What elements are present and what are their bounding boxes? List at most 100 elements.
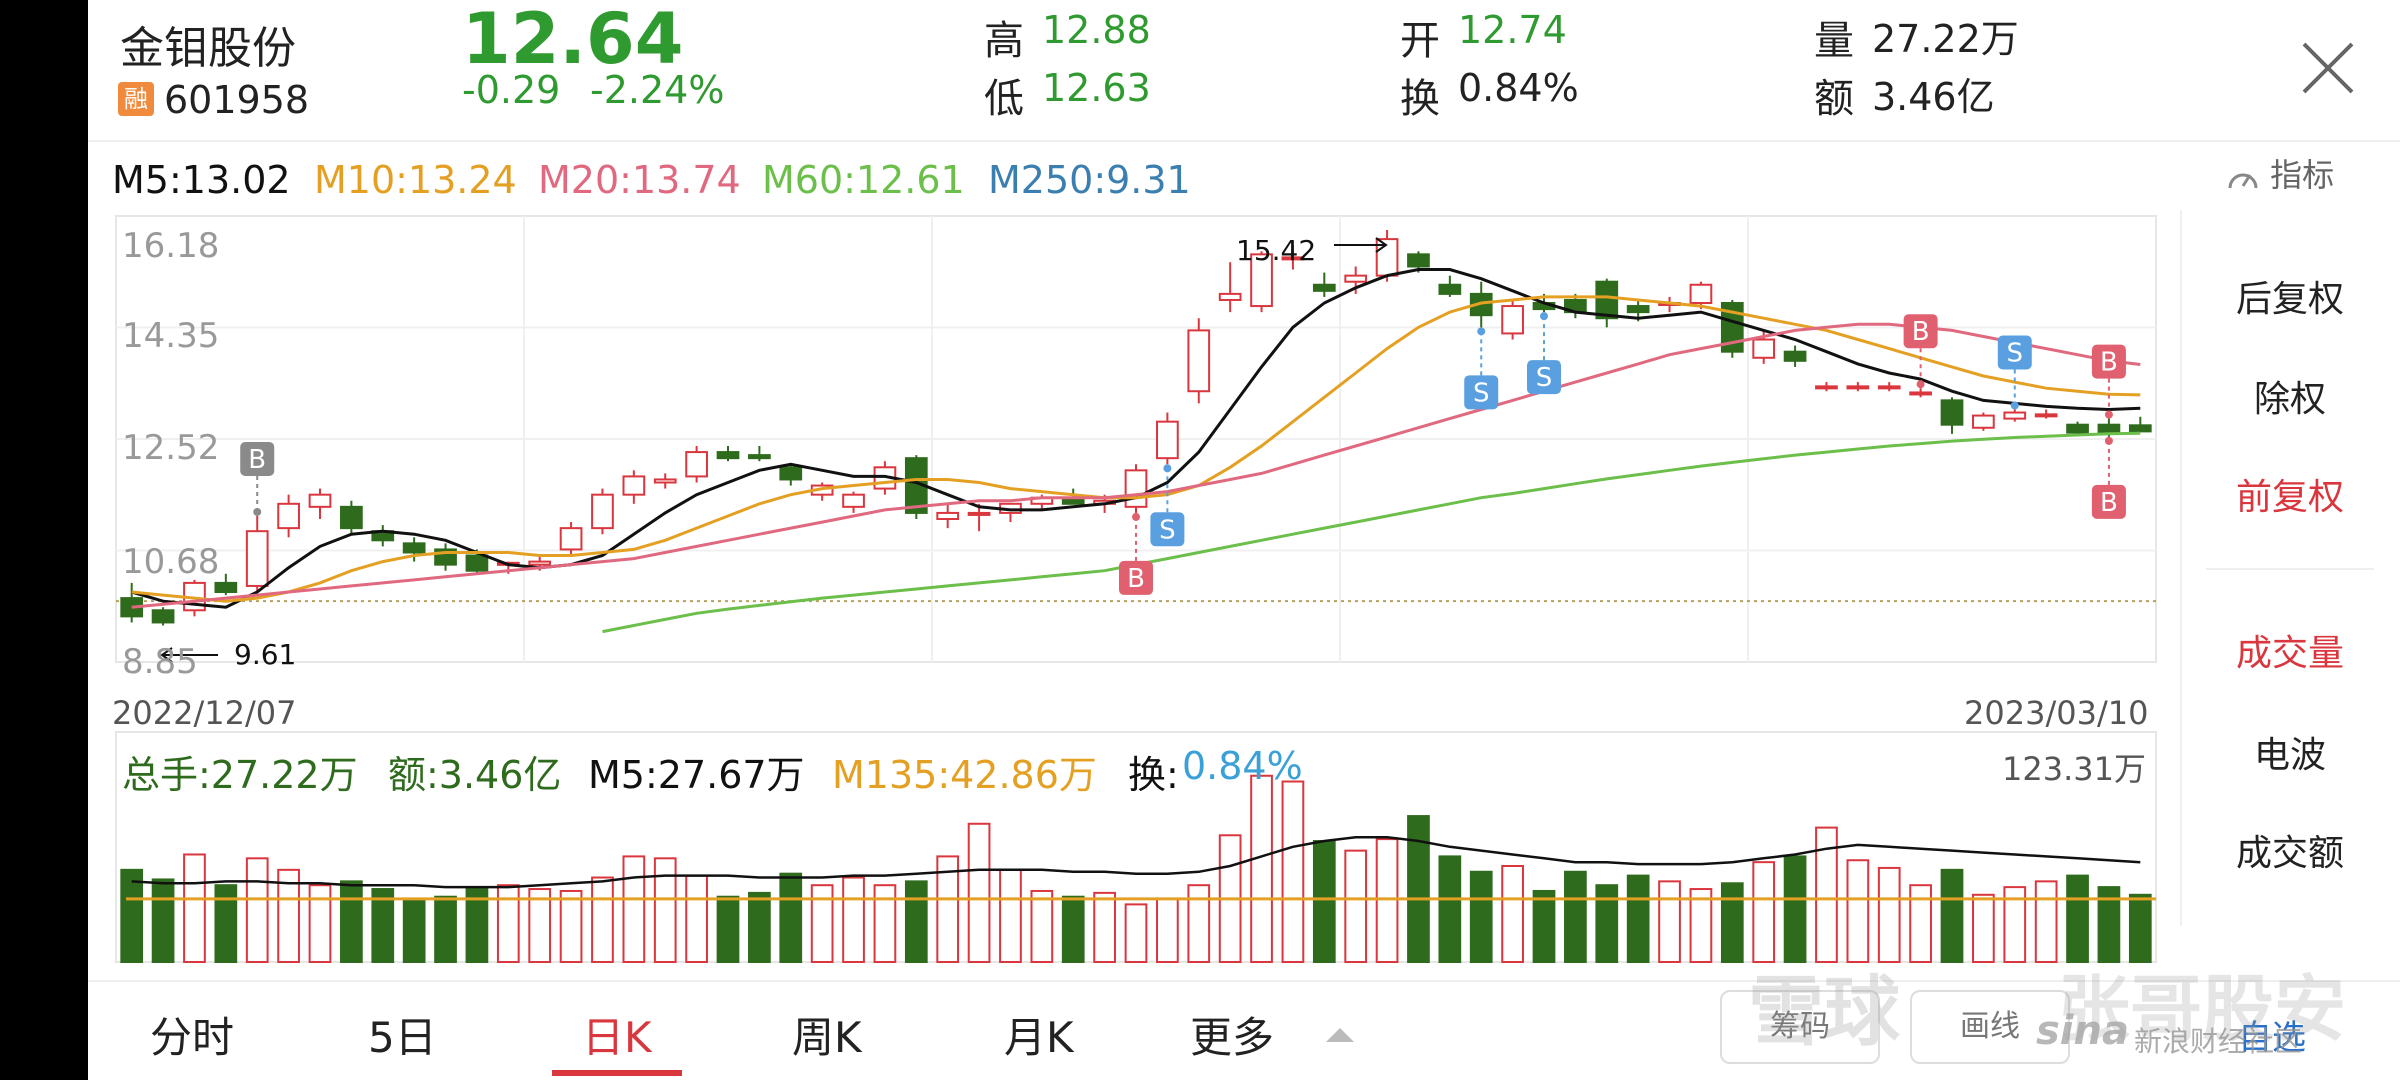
sell-marker-label: S xyxy=(1159,515,1176,545)
indicator-button[interactable]: 指标 xyxy=(2226,150,2334,196)
candle-body xyxy=(1156,420,1179,460)
volume-bar xyxy=(1658,880,1681,963)
volume-bar xyxy=(1344,849,1368,964)
candle-body xyxy=(653,478,677,484)
tab-more[interactable]: 更多 xyxy=(1190,1013,1275,1062)
draw-line-button[interactable]: 画线 xyxy=(1910,990,2070,1064)
volume-bar xyxy=(1156,897,1179,964)
ma-line-m10 xyxy=(131,295,2141,603)
margin-badge: 融 xyxy=(118,82,154,116)
volume-bar xyxy=(183,853,206,963)
menu-turnover-amount[interactable]: 成交额 xyxy=(2235,833,2344,874)
candle-body xyxy=(1124,469,1148,508)
volume-turnover-value: 0.84% xyxy=(1182,744,1303,788)
volume-bar xyxy=(1281,780,1305,964)
volume-bar xyxy=(1061,895,1085,963)
candle-body xyxy=(967,511,991,516)
volume-bar xyxy=(999,868,1022,964)
candle-body xyxy=(465,554,489,572)
menu-ex-rights[interactable]: 除权 xyxy=(2253,379,2326,420)
volume-bar xyxy=(1407,815,1430,964)
volume-bar xyxy=(1501,865,1524,963)
sell-marker xyxy=(1527,360,1561,395)
start-date: 2022/12/07 xyxy=(112,694,297,732)
menu-wave[interactable]: 电波 xyxy=(2253,735,2326,776)
volume-bar xyxy=(120,868,144,964)
volume-bar xyxy=(214,884,238,964)
volume-bar xyxy=(1846,859,1870,963)
volume-bar xyxy=(1250,774,1273,964)
candle-body xyxy=(2128,424,2152,433)
price-change-pct: -2.24% xyxy=(590,68,725,112)
end-date: 2023/03/10 xyxy=(1964,694,2149,732)
close-icon[interactable] xyxy=(2300,40,2356,96)
last-price: 12.64 xyxy=(462,0,684,80)
volume-bar xyxy=(2128,893,2152,963)
tab-weekly-k[interactable]: 周K xyxy=(792,1013,862,1062)
candle-body xyxy=(528,560,552,566)
volume-bar xyxy=(591,876,614,964)
volume-bar xyxy=(779,872,803,963)
volume-bar xyxy=(151,878,175,963)
candle-body xyxy=(214,581,238,594)
volume-bar xyxy=(1312,840,1336,963)
sell-marker-label: S xyxy=(1473,378,1490,408)
menu-before-adjust[interactable]: 前复权 xyxy=(2235,477,2344,518)
buy-marker-label: B xyxy=(248,445,266,475)
menu-after-adjust[interactable]: 后复权 xyxy=(2235,279,2344,320)
volume-bar xyxy=(528,888,552,963)
tab-intraday[interactable]: 分时 xyxy=(150,1013,235,1062)
amount-value: 3.46亿 xyxy=(1872,75,1995,119)
high-label: 高 xyxy=(984,18,1024,64)
candle-body xyxy=(1846,385,1870,390)
turnover-value: 0.84% xyxy=(1458,66,1579,110)
candle-body xyxy=(2003,411,2027,420)
candle-body xyxy=(842,493,865,508)
candle-body xyxy=(1972,414,1995,429)
menu-divider xyxy=(2206,568,2374,570)
volume-bar xyxy=(1783,855,1807,964)
volume-value: 27.22万 xyxy=(1872,17,2019,61)
volume-bar xyxy=(371,888,395,963)
candle-body xyxy=(1407,253,1430,268)
menu-volume[interactable]: 成交量 xyxy=(2235,633,2344,674)
volume-bar xyxy=(873,884,897,964)
candle-body xyxy=(1595,280,1619,320)
sell-marker-label: S xyxy=(1536,363,1553,393)
candle-body xyxy=(1909,391,1932,396)
active-tab-indicator xyxy=(552,1070,682,1076)
indicator-label: 指标 xyxy=(2270,156,2335,194)
volume-bar xyxy=(810,884,834,964)
sina-community-text: 新浪财经社区 xyxy=(2134,1025,2303,1058)
candle-body xyxy=(685,451,708,478)
volume-bar xyxy=(277,868,300,964)
add-watchlist-button[interactable]: 自选 xyxy=(2238,1018,2306,1058)
open-label: 开 xyxy=(1400,18,1440,64)
candle-body xyxy=(151,609,175,624)
y-tick-label: 8.85 xyxy=(122,642,198,682)
ma10-legend: M10:13.24 xyxy=(314,158,517,202)
tab-monthly-k[interactable]: 月K xyxy=(1004,1013,1074,1062)
ma-line-m60 xyxy=(602,431,2141,634)
candle-body xyxy=(559,527,583,551)
chips-button[interactable]: 筹码 xyxy=(1720,990,1880,1064)
candle-body xyxy=(779,466,803,481)
candle-body xyxy=(1877,385,1901,390)
max-arrow-head xyxy=(1375,237,1388,253)
candle-body xyxy=(1501,305,1524,335)
candle-body xyxy=(1312,283,1336,292)
tab-5day[interactable]: 5日 xyxy=(368,1013,437,1062)
buy-marker xyxy=(1119,560,1153,595)
candle-body xyxy=(2066,423,2089,434)
buy-marker-label: B xyxy=(1912,317,1930,347)
candle-body xyxy=(245,530,269,587)
caret-up-icon[interactable] xyxy=(1324,1024,1356,1044)
high-value: 12.88 xyxy=(1042,8,1151,52)
tab-daily-k[interactable]: 日K xyxy=(582,1013,652,1062)
volume-bar xyxy=(1375,838,1399,963)
min-price-label: 9.61 xyxy=(234,638,297,671)
volume-bar xyxy=(1626,874,1650,963)
volume-bar xyxy=(340,880,363,963)
volume-bar xyxy=(2034,880,2058,963)
